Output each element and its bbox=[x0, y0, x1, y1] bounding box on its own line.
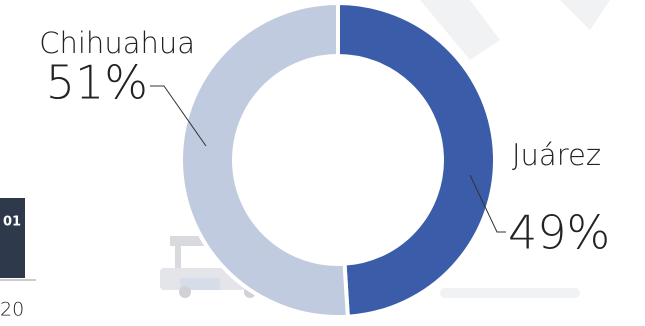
value-label: 51% bbox=[46, 56, 148, 110]
donut-slice bbox=[336, 0, 497, 319]
category-label: Juárez bbox=[512, 138, 601, 172]
side-panel: 01 20 bbox=[0, 198, 36, 321]
axis-label: 20 bbox=[0, 299, 24, 321]
donut-slice bbox=[178, 0, 350, 319]
badge-box bbox=[0, 198, 25, 278]
category-label: Chihuahua bbox=[39, 26, 195, 60]
value-label: 49% bbox=[508, 206, 610, 260]
leader-line bbox=[469, 174, 506, 233]
donut bbox=[178, 0, 497, 319]
badge-label: 01 bbox=[3, 215, 21, 230]
leader-line bbox=[150, 85, 207, 147]
